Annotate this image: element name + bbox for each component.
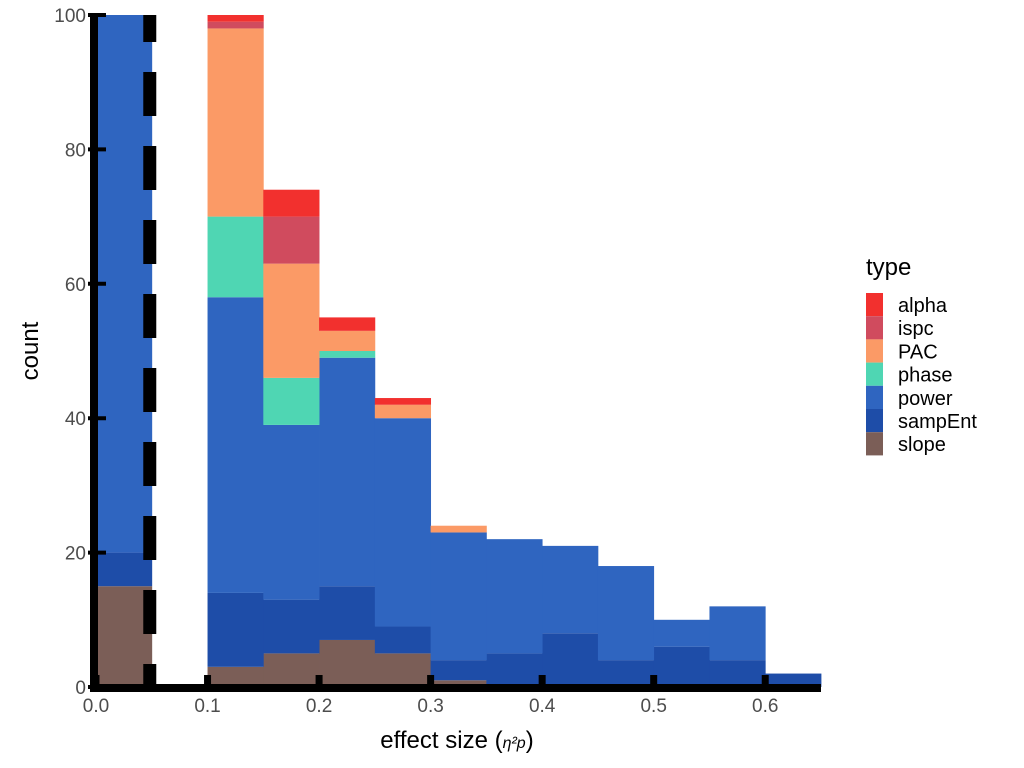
bar-ispc xyxy=(207,21,264,29)
bar-sampent xyxy=(207,592,264,667)
bar-sampent xyxy=(765,673,822,687)
x-tick-labels: 0.0 0.1 0.2 0.3 0.4 0.5 0.6 xyxy=(83,675,778,717)
legend-label-sampent: sampEnt xyxy=(898,411,977,433)
bar-alpha xyxy=(319,317,376,331)
bar-power xyxy=(486,539,543,654)
bar-sampent xyxy=(486,653,543,687)
bar-power xyxy=(430,532,487,661)
bar-pac xyxy=(207,28,264,217)
y-tick-label: 0 xyxy=(75,678,86,699)
bar-phase xyxy=(263,377,320,425)
bar-pac xyxy=(430,525,487,533)
bar-alpha xyxy=(374,398,432,405)
bar-power xyxy=(709,606,766,661)
bar-sampent xyxy=(319,586,376,640)
bar-slope xyxy=(263,653,320,687)
legend-swatch-power xyxy=(866,385,883,409)
bar-power xyxy=(653,619,710,647)
bar-ispc xyxy=(263,216,320,264)
bar-sampent xyxy=(709,660,766,687)
bar-pac xyxy=(374,404,432,419)
legend-swatch-pac xyxy=(866,339,883,363)
bar-sampent xyxy=(597,660,655,687)
bar-slope xyxy=(96,586,153,687)
y-tick-label: 100 xyxy=(54,6,86,27)
axes-layer xyxy=(90,15,821,692)
legend-label-power: power xyxy=(898,388,953,410)
x-tick-label: 0.1 xyxy=(194,696,220,717)
x-tick-label: 0.0 xyxy=(83,696,109,717)
bar-sampent xyxy=(374,626,432,654)
bar-slope xyxy=(319,639,376,687)
bar-sampent xyxy=(430,660,487,681)
x-axis-title-text: effect size ( xyxy=(380,727,502,754)
bars-layer xyxy=(96,15,822,687)
x-tick-label: 0.6 xyxy=(752,696,778,717)
bar-pac xyxy=(263,263,320,378)
bar-power xyxy=(597,566,655,661)
y-axis-title: count xyxy=(17,321,44,380)
legend-label-ispc: ispc xyxy=(898,318,934,340)
legend-swatch-ispc xyxy=(866,316,883,340)
legend-label-phase: phase xyxy=(898,365,953,387)
bar-slope xyxy=(430,680,487,687)
bar-slope xyxy=(207,666,264,687)
bar-sampent xyxy=(542,633,599,687)
bar-power xyxy=(374,418,432,627)
bar-sampent xyxy=(653,646,710,687)
x-axis-title-eta: η²p xyxy=(503,735,526,752)
bar-power xyxy=(542,545,599,634)
y-tick-label: 80 xyxy=(65,140,86,161)
legend-swatch-sampent xyxy=(866,409,883,433)
legend-swatch-slope xyxy=(866,432,883,456)
y-tick-label: 20 xyxy=(65,544,86,565)
bar-sampent xyxy=(96,552,153,587)
x-axis-title-end: ) xyxy=(526,727,534,754)
bar-alpha xyxy=(263,189,320,217)
x-axis-title: effect size (η²p) xyxy=(380,727,533,754)
bar-phase xyxy=(319,351,376,358)
bar-sampent xyxy=(263,599,320,654)
bar-alpha xyxy=(207,15,264,22)
x-tick-label: 0.5 xyxy=(640,696,666,717)
x-tick-label: 0.4 xyxy=(529,696,556,717)
legend-swatch-alpha xyxy=(866,293,883,317)
legend-swatch-phase xyxy=(866,362,883,386)
legend-label-alpha: alpha xyxy=(898,295,948,317)
bar-phase xyxy=(207,216,264,298)
bar-pac xyxy=(319,330,376,351)
bar-power xyxy=(207,297,264,593)
bar-slope xyxy=(374,653,432,687)
x-tick-label: 0.3 xyxy=(417,696,443,717)
x-tick-label: 0.2 xyxy=(306,696,332,717)
legend-label-slope: slope xyxy=(898,434,946,456)
bar-power xyxy=(263,424,320,600)
legend-title: type xyxy=(866,254,911,281)
y-tick-label: 60 xyxy=(65,275,86,296)
bar-power xyxy=(319,357,376,587)
y-tick-label: 40 xyxy=(65,409,86,430)
legend-label-pac: PAC xyxy=(898,341,938,363)
